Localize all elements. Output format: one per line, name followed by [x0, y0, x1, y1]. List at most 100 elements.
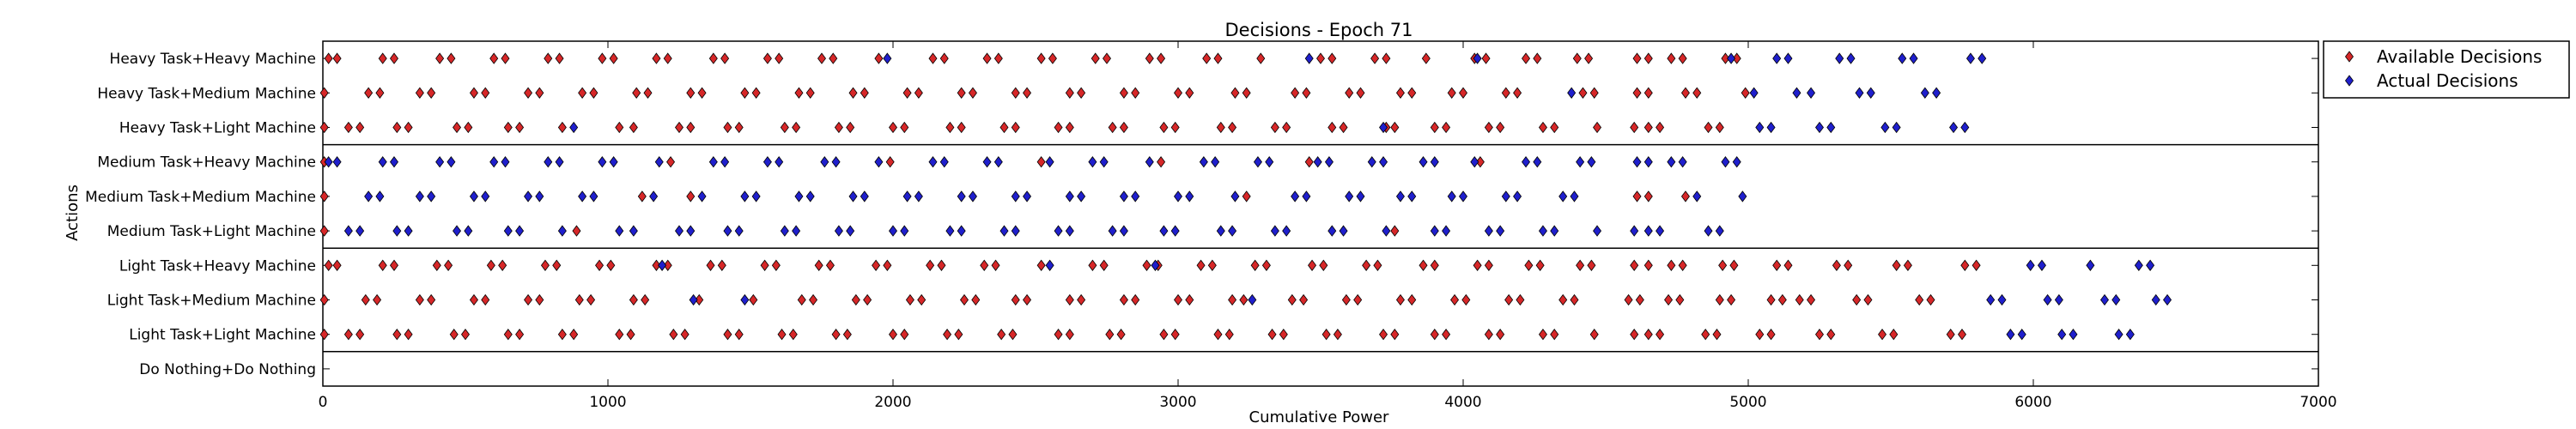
data-point	[1766, 293, 1776, 306]
data-point	[863, 293, 872, 306]
data-point	[1356, 190, 1365, 202]
data-point	[889, 329, 897, 341]
data-point	[1419, 259, 1428, 271]
data-point	[1228, 293, 1237, 306]
data-point	[1567, 87, 1577, 99]
data-point	[1971, 259, 1981, 271]
data-point	[1239, 293, 1249, 306]
data-point	[1390, 121, 1400, 134]
data-point	[708, 156, 718, 168]
data-point	[1643, 329, 1653, 341]
data-point	[1570, 190, 1579, 202]
legend-entry-label: Actual Decisions	[2377, 70, 2518, 91]
data-point	[717, 259, 726, 271]
data-point	[1866, 87, 1875, 99]
y-tick-label: Light Task+Heavy Machine	[119, 257, 316, 275]
data-point	[615, 225, 624, 237]
data-point	[1632, 87, 1642, 99]
data-point	[1099, 259, 1109, 271]
data-point	[392, 329, 402, 341]
data-point	[1522, 156, 1531, 168]
data-point	[1852, 293, 1862, 306]
data-point	[1185, 190, 1194, 202]
data-point	[1108, 121, 1117, 134]
data-point	[361, 293, 370, 306]
data-point	[535, 190, 544, 202]
data-point	[720, 52, 730, 64]
data-point	[751, 87, 761, 99]
data-point	[486, 259, 495, 271]
data-point	[2026, 259, 2035, 271]
data-point	[1256, 52, 1266, 64]
data-point	[544, 52, 553, 64]
data-point	[378, 259, 387, 271]
data-point	[760, 259, 769, 271]
data-point	[415, 87, 424, 99]
data-point	[1550, 329, 1559, 341]
data-point	[1667, 52, 1676, 64]
data-point	[829, 52, 838, 64]
data-point	[1593, 121, 1602, 134]
data-point	[874, 156, 884, 168]
data-point	[324, 259, 333, 271]
data-point	[615, 121, 624, 134]
data-point	[900, 121, 909, 134]
data-point	[1484, 259, 1493, 271]
data-point	[1242, 190, 1251, 202]
data-point	[1054, 329, 1063, 341]
data-point	[1965, 52, 1975, 64]
y-tick-label: Heavy Task+Light Machine	[119, 120, 316, 137]
data-point	[2017, 329, 2026, 341]
data-point	[1036, 52, 1046, 64]
data-point	[1430, 225, 1439, 237]
data-point	[1345, 190, 1354, 202]
series-actual-decisions	[324, 52, 2172, 341]
data-point	[1447, 87, 1456, 99]
data-point	[1522, 52, 1531, 64]
data-point	[777, 329, 787, 341]
data-point	[1267, 329, 1277, 341]
data-point	[1920, 87, 1929, 99]
data-point	[1282, 225, 1291, 237]
data-point	[1729, 259, 1739, 271]
data-point	[943, 329, 952, 341]
data-point	[686, 190, 696, 202]
data-point	[831, 156, 841, 168]
data-point	[1656, 121, 1665, 134]
legend-marker	[2345, 75, 2354, 87]
data-point	[2163, 293, 2172, 306]
data-point	[1815, 329, 1824, 341]
data-point	[1535, 259, 1545, 271]
legend: Available Decisions Actual Decisions	[2323, 40, 2570, 99]
data-point	[740, 190, 750, 202]
data-point	[1889, 329, 1899, 341]
data-point	[1088, 259, 1097, 271]
data-point	[427, 87, 436, 99]
data-point	[1065, 87, 1074, 99]
data-point	[1407, 190, 1417, 202]
data-point	[501, 156, 510, 168]
data-point	[749, 293, 758, 306]
data-point	[1481, 52, 1491, 64]
data-point	[515, 329, 525, 341]
data-point	[1892, 259, 1901, 271]
data-point	[1065, 121, 1074, 134]
data-point	[1635, 293, 1644, 306]
data-point	[1898, 52, 1907, 64]
data-point	[2006, 329, 2015, 341]
data-point	[1430, 329, 1439, 341]
data-point	[794, 190, 804, 202]
data-point	[501, 52, 510, 64]
data-point	[1390, 329, 1400, 341]
data-point	[1023, 87, 1032, 99]
data-point	[1119, 121, 1128, 134]
data-point	[1572, 52, 1582, 64]
data-point	[939, 156, 949, 168]
data-point	[1185, 293, 1194, 306]
series-available-decisions	[319, 52, 1981, 341]
data-point	[555, 156, 564, 168]
data-point	[1421, 52, 1431, 64]
data-point	[1447, 190, 1456, 202]
data-point	[1308, 259, 1317, 271]
data-point	[771, 259, 781, 271]
